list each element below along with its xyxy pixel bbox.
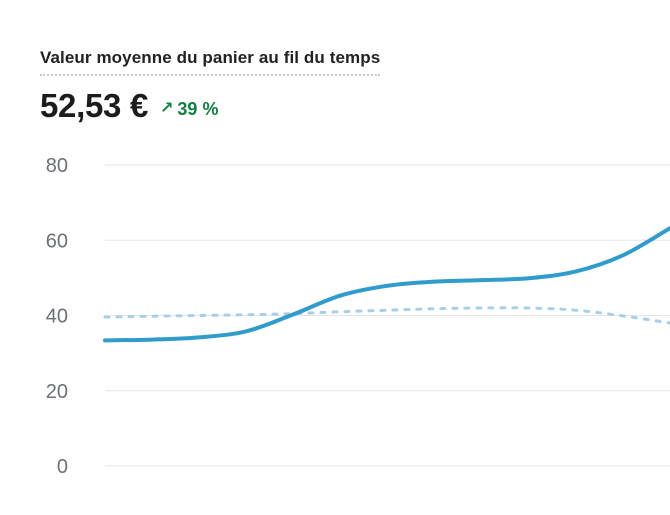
line-chart[interactable]: 0 20 40 60 80 bbox=[0, 140, 670, 505]
trend-up-arrow-icon: ↗ bbox=[160, 99, 174, 117]
y-axis-tick-label-80: 80 bbox=[46, 155, 68, 177]
y-axis-tick-label-0: 0 bbox=[57, 456, 68, 478]
metric-value-row: 52,53 € ↗ 39 % bbox=[40, 87, 380, 124]
card-header: Valeur moyenne du panier au fil du temps… bbox=[40, 48, 381, 124]
y-axis-tick-label-60: 60 bbox=[46, 230, 68, 252]
y-axis-tick-label-40: 40 bbox=[46, 306, 68, 328]
y-axis-tick-label-20: 20 bbox=[46, 381, 68, 403]
metric-value: 52,53 € bbox=[40, 87, 149, 124]
line-chart-svg: 0 20 40 60 80 bbox=[46, 155, 670, 478]
series-line-current_period bbox=[103, 226, 670, 343]
series-line-previous_period bbox=[103, 306, 670, 325]
metric-title[interactable]: Valeur moyenne du panier au fil du temps bbox=[40, 48, 381, 76]
delta-percentage: 39 % bbox=[177, 98, 219, 119]
delta-indicator: ↗ 39 % bbox=[160, 100, 218, 118]
